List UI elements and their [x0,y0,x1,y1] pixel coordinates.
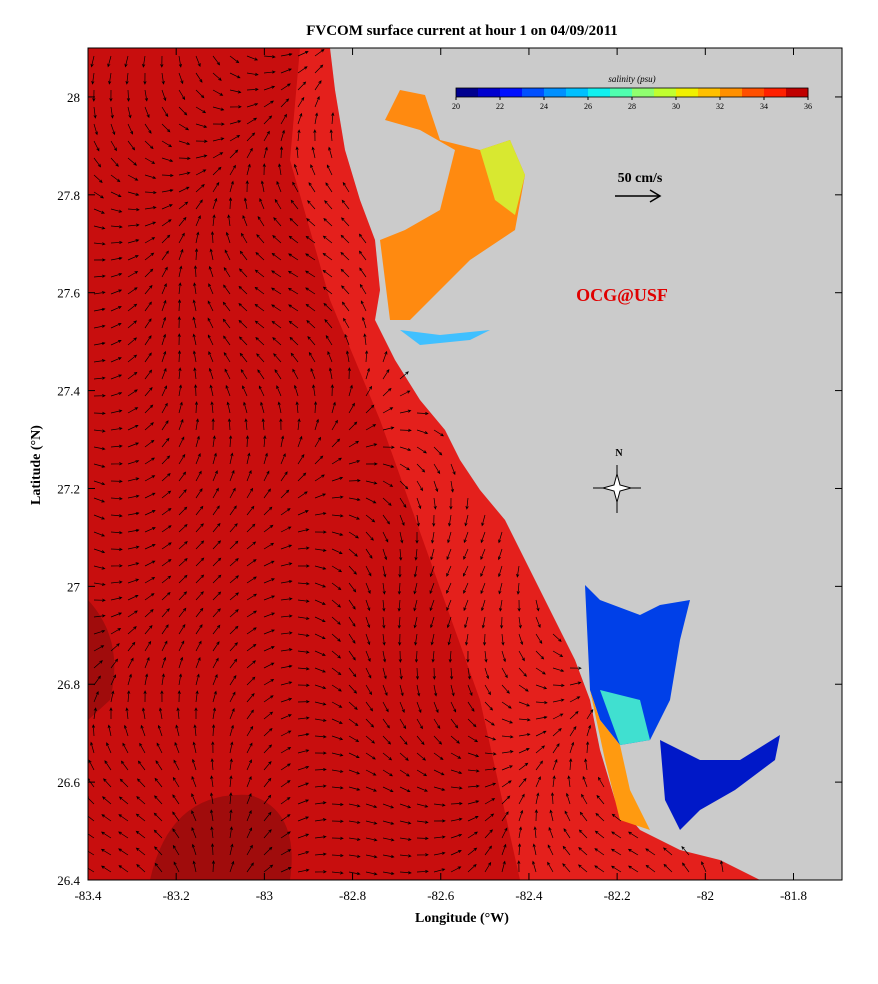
x-tick-label: -83 [256,888,273,903]
colorbar-tick-label: 20 [452,102,460,111]
y-tick-label: 28 [67,90,80,105]
colorbar-swatch [742,88,765,97]
caloosahatchee [660,735,780,830]
y-axis-label: Latitude (°N) [29,425,44,505]
y-tick-label: 27.8 [57,188,80,203]
y-tick-label: 27.4 [57,384,80,399]
colorbar-swatch [456,88,479,97]
colorbar: 20 22 24 26 28 30 32 34 36 salinity (psu) [452,74,812,111]
colorbar-swatch [632,88,655,97]
colorbar-swatch [698,88,721,97]
colorbar-swatch [610,88,633,97]
tampa-bay-upper [480,140,525,215]
colorbar-swatch [588,88,611,97]
colorbar-tick-label: 32 [716,102,724,111]
colorbar-tick-label: 24 [540,102,548,111]
nearshore-water [290,48,760,880]
current-vectors [88,49,724,876]
x-tick-label: -82.6 [427,888,455,903]
harbor-mouth [600,690,650,745]
pine-island-sound [590,690,650,830]
x-axis-label: Longitude (°W) [415,911,509,926]
colorbar-tick-label: 22 [496,102,504,111]
colorbar-swatch [654,88,677,97]
y-tick-label: 26.6 [57,775,80,790]
chart-title: FVCOM surface current at hour 1 on 04/09… [306,23,618,39]
colorbar-swatch [500,88,523,97]
colorbar-tick-label: 28 [628,102,636,111]
axes: -83.4 -83.2 -83 -82.8 -82.6 -82.4 -82.2 -82 -81.… [57,48,842,903]
low-salinity-patch [150,794,292,880]
scale-arrow [615,189,662,203]
x-tick-label: -82 [697,888,714,903]
colorbar-swatch [566,88,589,97]
colorbar-tick-label: 30 [672,102,680,111]
colorbar-tick-label: 26 [584,102,592,111]
x-tick-label: -83.2 [163,888,190,903]
x-tick-label: -82.2 [604,888,631,903]
y-tick-label: 27.2 [57,481,80,496]
colorbar-swatch [676,88,699,97]
map-area [88,48,842,880]
compass-label: N [615,448,623,459]
low-salinity-patch [88,600,115,720]
compass [593,465,641,513]
colorbar-label: salinity (psu) [608,74,655,84]
y-tick-label: 26.4 [57,873,80,888]
x-tick-label: -83.4 [74,888,102,903]
x-tick-label: -82.4 [515,888,543,903]
colorbar-tick-label: 34 [760,102,768,111]
colorbar-swatch [522,88,545,97]
x-tick-label: -81.8 [780,888,807,903]
colorbar-swatch [478,88,501,97]
y-tick-label: 26.8 [57,677,80,692]
colorbar-swatch [786,88,809,97]
colorbar-swatch [544,88,567,97]
scale-label: 50 cm/s [618,171,663,186]
colorbar-swatch [720,88,743,97]
credit-label: OCG@USF [576,285,668,305]
y-tick-label: 27 [67,579,81,594]
x-tick-label: -82.8 [339,888,366,903]
plot-frame [87,47,843,881]
colorbar-swatch [764,88,787,97]
vector-arrows [88,49,724,876]
manatee-river [400,330,490,345]
y-tick-label: 27.6 [57,286,80,301]
colorbar-tick-label: 36 [804,102,812,111]
